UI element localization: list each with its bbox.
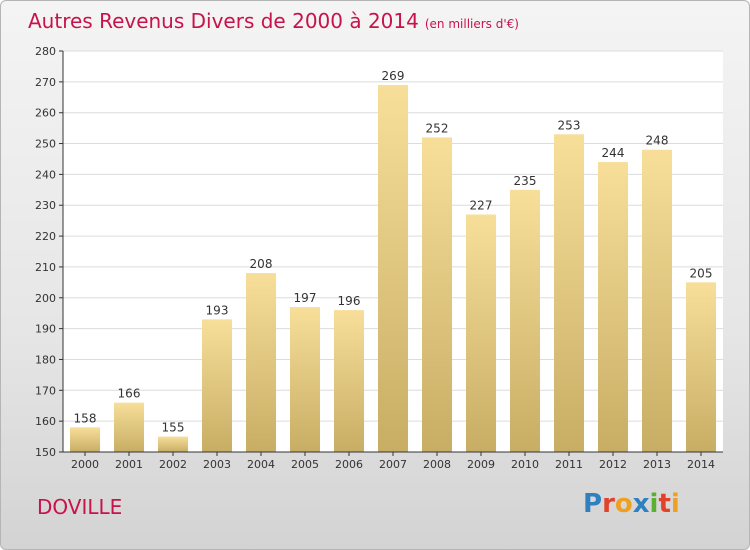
bar bbox=[686, 282, 716, 452]
bar bbox=[114, 402, 144, 452]
data-label: 235 bbox=[514, 174, 537, 188]
logo-letter: i bbox=[649, 489, 659, 519]
logo-letter: x bbox=[632, 489, 650, 519]
data-label: 197 bbox=[294, 291, 317, 305]
y-tick-label: 210 bbox=[35, 261, 56, 274]
commune-name: DOVILLE bbox=[37, 495, 123, 519]
y-tick-label: 250 bbox=[35, 138, 56, 151]
bar bbox=[510, 189, 540, 453]
y-tick-label: 150 bbox=[35, 446, 56, 459]
x-tick-label: 2014 bbox=[687, 458, 715, 471]
bar bbox=[642, 149, 672, 452]
x-tick-label: 2010 bbox=[511, 458, 539, 471]
proxiti-logo[interactable]: Proxiti bbox=[583, 489, 680, 519]
bar bbox=[158, 436, 188, 452]
y-tick-label: 240 bbox=[35, 168, 56, 181]
bar bbox=[554, 134, 584, 453]
logo-letter: i bbox=[670, 489, 680, 519]
bar bbox=[70, 427, 100, 452]
data-label: 227 bbox=[470, 198, 493, 212]
data-label: 269 bbox=[382, 69, 405, 83]
bar bbox=[422, 137, 452, 452]
y-tick-label: 260 bbox=[35, 107, 56, 120]
bar bbox=[466, 214, 496, 452]
y-tick-label: 160 bbox=[35, 415, 56, 428]
chart-title: Autres Revenus Divers de 2000 à 2014 (en … bbox=[28, 9, 519, 33]
bar bbox=[202, 319, 232, 452]
y-tick-label: 200 bbox=[35, 292, 56, 305]
bar bbox=[334, 310, 364, 452]
y-tick-label: 190 bbox=[35, 323, 56, 336]
bar bbox=[246, 273, 276, 452]
x-tick-label: 2001 bbox=[115, 458, 143, 471]
bar bbox=[378, 84, 408, 452]
x-tick-label: 2002 bbox=[159, 458, 187, 471]
y-tick-label: 270 bbox=[35, 76, 56, 89]
x-tick-label: 2005 bbox=[291, 458, 319, 471]
bar bbox=[598, 162, 628, 453]
x-tick-label: 2003 bbox=[203, 458, 231, 471]
y-tick-label: 220 bbox=[35, 230, 56, 243]
data-label: 155 bbox=[162, 421, 185, 435]
data-label: 252 bbox=[426, 121, 449, 135]
x-tick-label: 2009 bbox=[467, 458, 495, 471]
logo-letter: t bbox=[658, 489, 671, 519]
data-label: 166 bbox=[118, 387, 141, 401]
bar bbox=[290, 307, 320, 452]
x-tick-label: 2008 bbox=[423, 458, 451, 471]
y-tick-label: 170 bbox=[35, 384, 56, 397]
y-tick-label: 230 bbox=[35, 199, 56, 212]
data-label: 244 bbox=[602, 146, 625, 160]
x-tick-label: 2006 bbox=[335, 458, 363, 471]
x-tick-label: 2000 bbox=[71, 458, 99, 471]
y-tick-label: 180 bbox=[35, 353, 56, 366]
x-tick-label: 2013 bbox=[643, 458, 671, 471]
data-label: 193 bbox=[206, 303, 229, 317]
data-label: 253 bbox=[558, 118, 581, 132]
data-label: 205 bbox=[690, 266, 713, 280]
logo-letter: r bbox=[602, 489, 615, 519]
chart-title-text: Autres Revenus Divers de 2000 à 2014 bbox=[28, 9, 419, 33]
chart-subtitle: (en milliers d'€) bbox=[424, 17, 519, 31]
logo-letter: o bbox=[614, 489, 633, 519]
data-label: 158 bbox=[74, 411, 97, 425]
x-tick-label: 2007 bbox=[379, 458, 407, 471]
y-tick-label: 280 bbox=[35, 45, 56, 58]
x-tick-label: 2012 bbox=[599, 458, 627, 471]
logo-letter: P bbox=[583, 489, 603, 519]
x-tick-label: 2011 bbox=[555, 458, 583, 471]
data-label: 248 bbox=[646, 134, 669, 148]
x-tick-label: 2004 bbox=[247, 458, 275, 471]
data-label: 208 bbox=[250, 257, 273, 271]
data-label: 196 bbox=[338, 294, 361, 308]
